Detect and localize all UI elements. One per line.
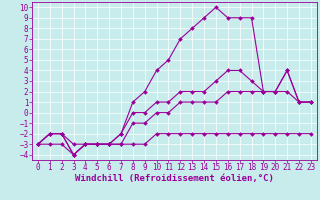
X-axis label: Windchill (Refroidissement éolien,°C): Windchill (Refroidissement éolien,°C) (75, 174, 274, 183)
